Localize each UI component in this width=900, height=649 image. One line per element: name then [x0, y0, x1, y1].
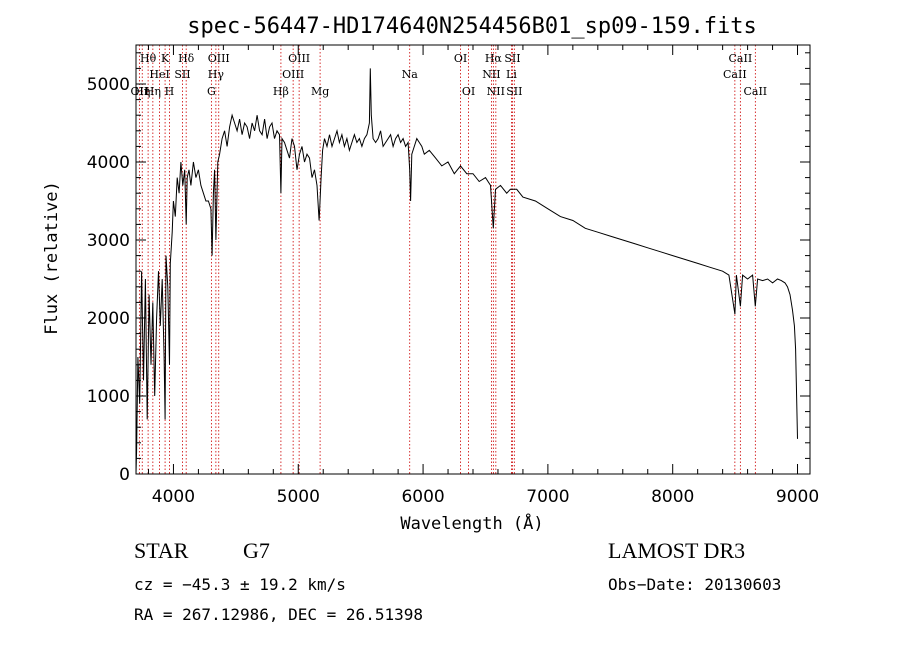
- y-axis-label: Flux (relative): [42, 181, 62, 335]
- line-label-22: Li: [506, 68, 517, 81]
- line-label-24: SII: [506, 85, 522, 98]
- redshift-velocity: cz = −45.3 ± 19.2 km/s: [134, 575, 346, 594]
- object-class: STAR: [134, 538, 189, 563]
- y-tick-label-0: 0: [119, 465, 130, 485]
- spectral-subclass: G7: [243, 538, 270, 563]
- line-label-21: NII: [487, 85, 505, 98]
- line-label-26: CaII: [729, 52, 753, 65]
- spectrum-series-line: [135, 68, 798, 475]
- line-label-10: Hγ: [208, 68, 225, 81]
- line-label-19: NII: [482, 68, 500, 81]
- line-label-25: CaII: [723, 68, 747, 81]
- x-tick-label-5: 9000: [776, 487, 819, 507]
- line-label-12: Hβ: [273, 85, 289, 98]
- observation-date: Obs−Date: 20130603: [608, 575, 782, 594]
- line-label-11: OIII: [208, 52, 230, 65]
- line-label-18: OI: [462, 85, 475, 98]
- y-tick-label-1: 1000: [87, 387, 130, 407]
- line-label-1: Hη: [134, 85, 150, 98]
- line-label-0: OII: [131, 85, 149, 98]
- x-tick-label-3: 7000: [526, 487, 569, 507]
- line-label-2: Hθ: [140, 52, 157, 65]
- line-label-6: H: [165, 85, 175, 98]
- line-label-13: OIII: [282, 68, 304, 81]
- x-tick-label-0: 4000: [152, 487, 195, 507]
- x-axis-label: Wavelength (Å): [400, 512, 543, 534]
- line-label-23: SII: [504, 52, 520, 65]
- x-tick-label-1: 5000: [277, 487, 320, 507]
- x-tick-label-4: 8000: [651, 487, 694, 507]
- line-label-5: K: [161, 52, 170, 65]
- line-label-17: OI: [454, 52, 467, 65]
- y-tick-label-3: 3000: [87, 231, 130, 251]
- line-label-15: Mg: [311, 85, 329, 98]
- line-label-27: CaII: [743, 85, 767, 98]
- line-label-20: Hα: [485, 52, 503, 65]
- plot-frame: [135, 44, 811, 475]
- chart-title: spec-56447-HD174640N254456B01_sp09-159.f…: [187, 14, 757, 39]
- line-label-8: Hδ: [178, 52, 195, 65]
- line-label-16: Na: [402, 68, 419, 81]
- x-tick-label-2: 6000: [401, 487, 444, 507]
- survey-name: LAMOST DR3: [608, 538, 746, 563]
- y-tick-label-4: 4000: [87, 153, 130, 173]
- line-label-4: HeI: [149, 68, 169, 81]
- line-label-3: Hη: [145, 85, 161, 98]
- y-tick-label-2: 2000: [87, 309, 130, 329]
- line-label-7: SII: [174, 68, 190, 81]
- sky-coordinates: RA = 267.12986, DEC = 26.51398: [134, 605, 423, 624]
- y-tick-label-5: 5000: [87, 75, 130, 95]
- line-label-9: G: [207, 85, 216, 98]
- line-label-14: OIII: [288, 52, 310, 65]
